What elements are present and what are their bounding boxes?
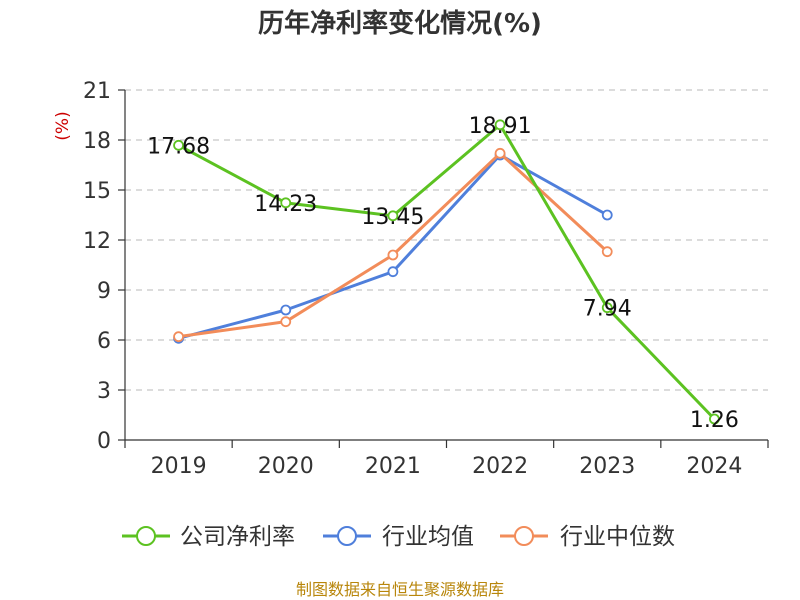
y-tick-label-12: 12 (83, 229, 111, 254)
series-0-point-2021 (387, 210, 399, 222)
x-tick-label-2024: 2024 (686, 454, 742, 479)
series-2-point-2022 (494, 147, 506, 159)
y-tick-label-15: 15 (83, 179, 111, 204)
y-tick-label-18: 18 (83, 129, 111, 154)
series-1-point-2020 (280, 304, 292, 316)
series-line-0 (177, 123, 716, 421)
x-tick-label-2020: 2020 (258, 454, 314, 479)
series-2-point-2020 (280, 316, 292, 328)
legend-label-1: 行业均值 (382, 524, 474, 550)
axes: 0 3 6 9 12 15 18 21 2019 2020 2021 2022 2023 2024 (83, 79, 769, 479)
series-0-point-2020 (280, 197, 292, 209)
data-label-2021: 13.45 (361, 205, 424, 230)
y-tick-label-3: 3 (97, 379, 111, 404)
x-tick-label-2022: 2022 (472, 454, 528, 479)
x-tick-label-2021: 2021 (365, 454, 421, 479)
data-labels: 17.68 14.23 13.45 18.91 7.94 1.26 (147, 114, 739, 433)
legend-label-2: 行业中位数 (560, 524, 675, 550)
y-tick-label-6: 6 (97, 329, 111, 354)
legend: 公司净利率 行业均值 行业中位数 (122, 524, 675, 550)
series-line-1 (178, 153, 608, 340)
chart-title: 历年净利率变化情况(%) (258, 8, 542, 39)
data-label-2019: 17.68 (147, 134, 210, 159)
legend-marker-0 (136, 526, 156, 546)
y-tick-label-21: 21 (83, 79, 111, 104)
legend-marker-1 (337, 526, 357, 546)
data-label-2022: 18.91 (469, 114, 532, 139)
series-1-point-2023 (601, 209, 613, 221)
data-label-2024: 1.26 (690, 408, 739, 433)
legend-marker-2 (514, 526, 534, 546)
y-axis-unit: (%) (53, 111, 73, 140)
data-label-2023: 7.94 (583, 297, 632, 322)
legend-label-0: 公司净利率 (180, 524, 295, 550)
series-0-point-2024 (709, 413, 720, 425)
series-group (173, 119, 720, 425)
y-tick-label-9: 9 (97, 279, 111, 304)
series-0-point-2022 (494, 119, 506, 131)
series-2-point-2023 (601, 246, 613, 258)
series-2-point-2019 (173, 331, 184, 343)
series-0-point-2023 (601, 302, 613, 314)
x-tick-label-2023: 2023 (579, 454, 635, 479)
x-tick-label-2019: 2019 (151, 454, 207, 479)
source-note: 制图数据来自恒生聚源数据库 (296, 580, 504, 599)
series-0-point-2019 (173, 139, 184, 151)
series-2-point-2021 (387, 249, 399, 261)
y-tick-label-0: 0 (97, 429, 111, 454)
series-1-point-2021 (387, 266, 399, 278)
data-label-2020: 14.23 (254, 192, 317, 217)
grid-lines (125, 89, 768, 391)
